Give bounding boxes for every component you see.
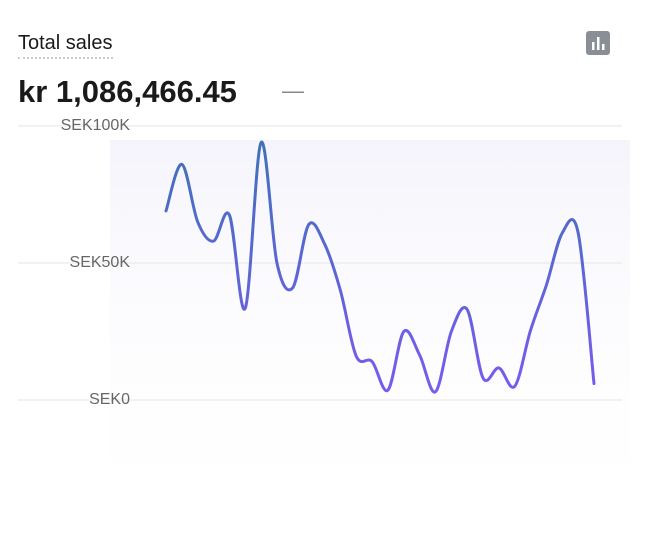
sales-line: [164, 140, 596, 394]
card-title[interactable]: Total sales: [18, 32, 113, 59]
total-value: kr 1,086,466.45: [18, 74, 237, 109]
y-tick-label: SEK0: [89, 391, 130, 408]
y-tick-label: SEK100K: [61, 117, 131, 134]
chart-type-icon[interactable]: [586, 31, 610, 55]
y-tick-label: SEK50K: [70, 254, 131, 271]
background-glow: [110, 140, 630, 540]
comparison: —: [282, 78, 304, 103]
